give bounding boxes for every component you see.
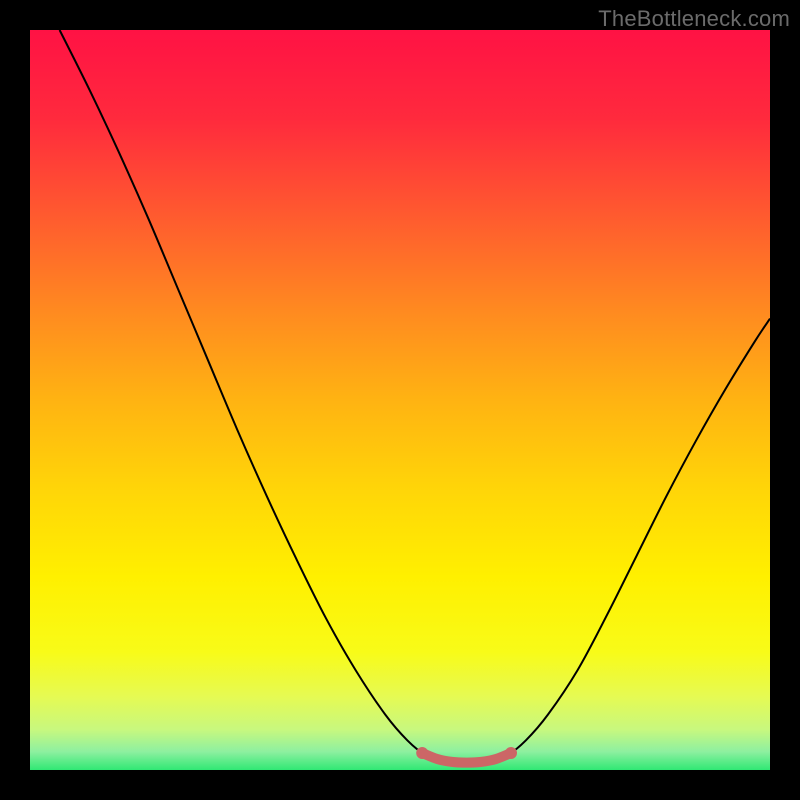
bottleneck-chart — [0, 0, 800, 800]
optimal-range-end-marker — [505, 747, 517, 759]
chart-frame: TheBottleneck.com — [0, 0, 800, 800]
plot-gradient-background — [30, 30, 770, 770]
watermark-text: TheBottleneck.com — [598, 6, 790, 32]
optimal-range-start-marker — [416, 747, 428, 759]
